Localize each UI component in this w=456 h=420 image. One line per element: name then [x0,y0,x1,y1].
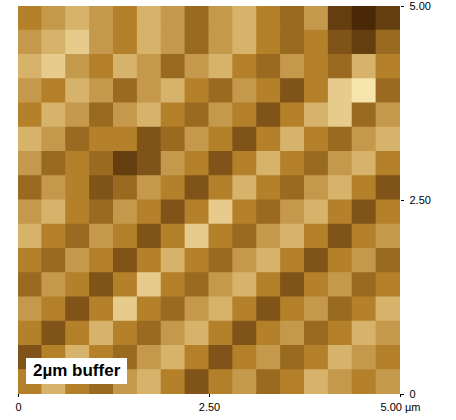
svg-text:2.50: 2.50 [410,194,431,206]
html-text:2µm buffer: 2µm buffer [33,361,121,380]
svg-text:5.00 µm: 5.00 µm [381,401,421,413]
svg-text:2.50: 2.50 [199,401,220,413]
svg-text:5.00: 5.00 [410,0,431,12]
svg-text:0: 0 [15,401,21,413]
svg-text:0: 0 [410,388,416,400]
